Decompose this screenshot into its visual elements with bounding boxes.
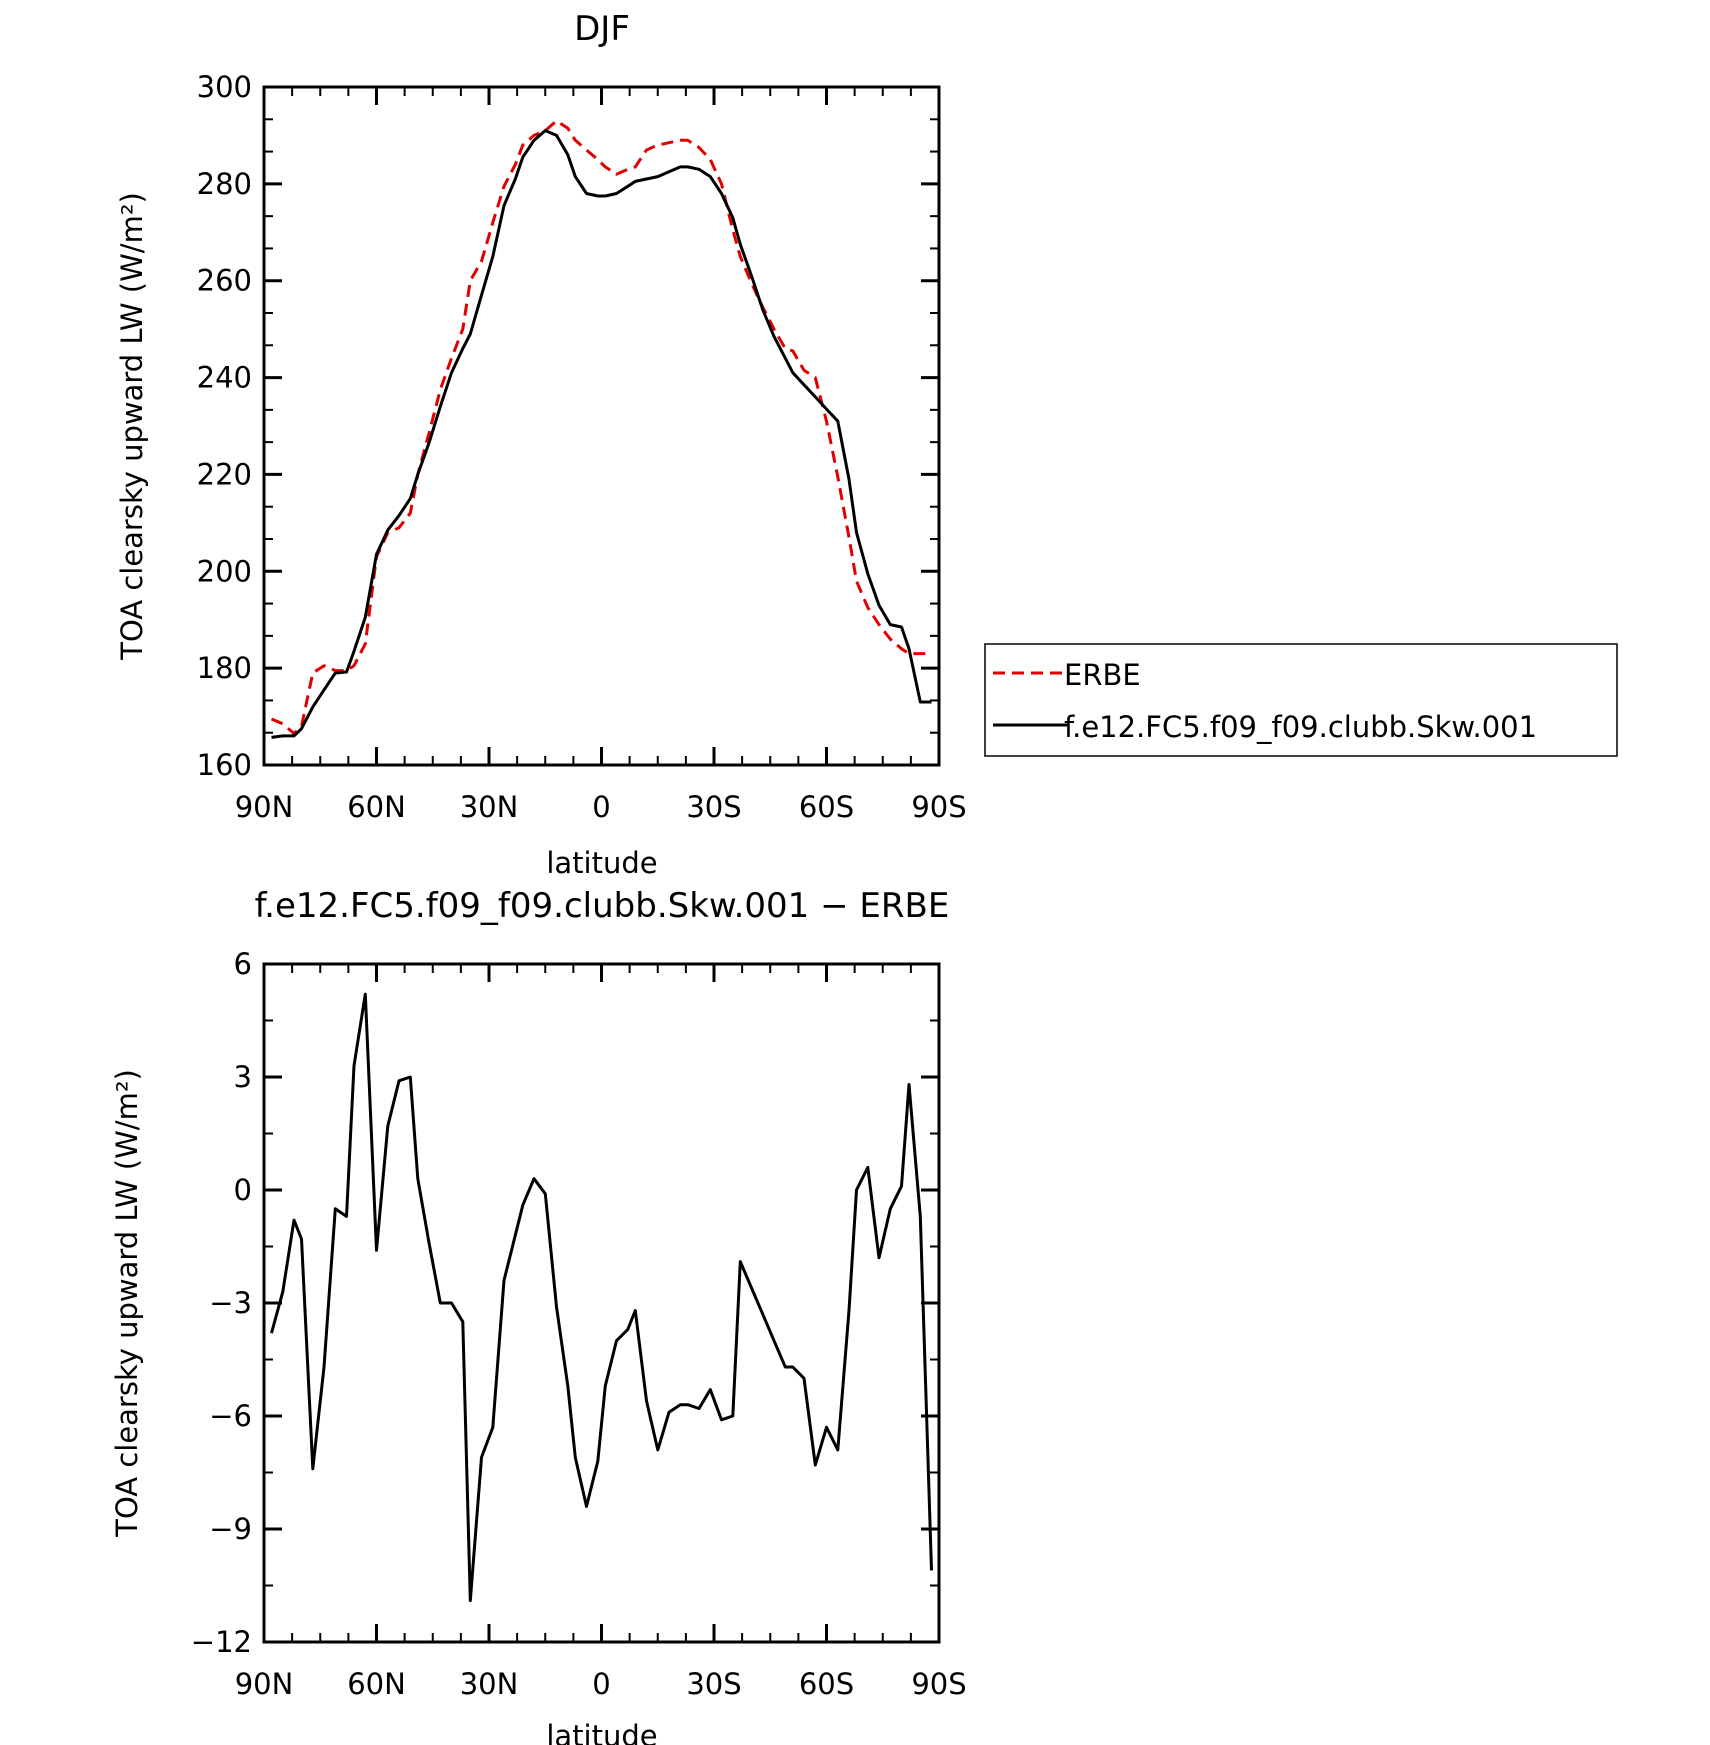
y-tick-label: −9 <box>209 1512 252 1546</box>
y-tick-label: 220 <box>197 457 252 491</box>
y-tick-label: 6 <box>234 947 252 981</box>
x-tick-label: 30N <box>460 790 519 824</box>
y-tick-label: −3 <box>209 1286 252 1320</box>
top-y-axis-label: TOA clearsky upward LW (W/m²) <box>115 192 149 661</box>
x-tick-label: 60N <box>347 790 406 824</box>
legend-label-erbe: ERBE <box>1064 658 1141 692</box>
legend: ERBE f.e12.FC5.f09_f09.clubb.Skw.001 <box>984 643 1618 757</box>
y-tick-label: 180 <box>197 651 252 685</box>
top-panel: DJF 160 180 200 220 240 260 280 300 90N 60N 30N 0 3… <box>115 9 1618 880</box>
bottom-panel: f.e12.FC5.f09_f09.clubb.Skw.001 − ERBE 6… <box>110 886 967 1745</box>
top-panel-title: DJF <box>574 9 630 49</box>
x-tick-label: 0 <box>592 1667 610 1701</box>
bottom-panel-title: f.e12.FC5.f09_f09.clubb.Skw.001 − ERBE <box>255 886 950 926</box>
x-tick-label: 90N <box>235 1667 294 1701</box>
y-tick-label: 200 <box>197 554 252 588</box>
x-tick-label: 30S <box>686 790 741 824</box>
bottom-x-axis-label: latitude <box>546 1719 657 1745</box>
y-tick-label: 260 <box>197 264 252 298</box>
y-tick-label: −12 <box>191 1625 252 1659</box>
x-tick-label: 60N <box>347 1667 406 1701</box>
series-line-top-f-e12-fc5-f09-f09-clubb-skw-001 <box>271 129 932 739</box>
bottom-plot-frame <box>262 962 941 1644</box>
bottom-y-axis-label: TOA clearsky upward LW (W/m²) <box>110 1069 144 1538</box>
top-x-axis-label: latitude <box>546 846 657 880</box>
x-tick-label: 30N <box>460 1667 519 1701</box>
x-tick-label: 90S <box>911 790 966 824</box>
x-tick-label: 60S <box>799 790 854 824</box>
x-tick-label: 30S <box>686 1667 741 1701</box>
y-tick-label: −6 <box>209 1399 252 1433</box>
y-tick-label: 280 <box>197 167 252 201</box>
x-tick-label: 90S <box>911 1667 966 1701</box>
legend-box <box>984 643 1618 757</box>
x-tick-label: 60S <box>799 1667 854 1701</box>
series-line-top-erbe <box>270 119 932 735</box>
y-tick-label: 160 <box>197 748 252 782</box>
y-tick-label: 3 <box>234 1060 252 1094</box>
series-line-bottom-difference <box>270 992 933 1603</box>
y-tick-label: 240 <box>197 361 252 395</box>
y-tick-label: 300 <box>197 70 252 104</box>
top-plot-frame <box>262 85 941 767</box>
legend-label-model: f.e12.FC5.f09_f09.clubb.Skw.001 <box>1064 710 1537 744</box>
x-tick-label: 90N <box>235 790 294 824</box>
y-tick-label: 0 <box>234 1173 252 1207</box>
x-tick-label: 0 <box>592 790 610 824</box>
